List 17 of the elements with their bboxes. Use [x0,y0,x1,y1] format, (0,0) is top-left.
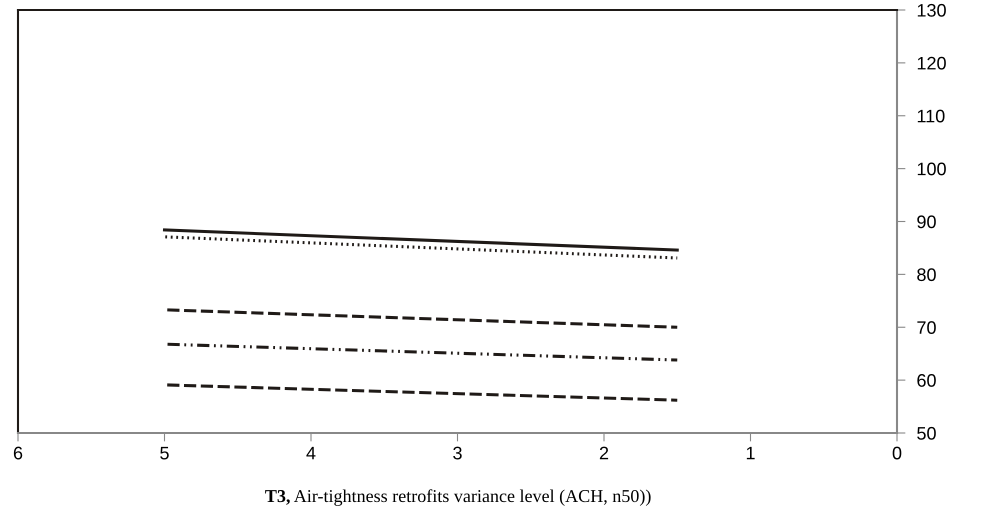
y-tick-label: 80 [917,268,936,282]
y-tick-label: 70 [917,321,936,334]
x-tick-label: 2 [600,446,608,460]
y-tick-label: 60 [917,374,936,387]
x-tick-label: 6 [14,446,22,460]
y-tick-label: 90 [917,215,936,228]
y-tick-label: 120 [918,56,946,70]
y-tick-label: 130 [918,4,946,17]
x-tick-label: 4 [306,446,316,460]
x-axis-title: T3, Air-tightness retrofits variance level (ACH, n50)) [265,489,651,506]
x-tick-label: 0 [892,446,902,460]
y-tick-label: 100 [918,162,946,176]
y-tick-label: 110 [918,110,945,122]
x-tick-label: 3 [453,446,462,460]
y-tick-label: 50 [917,426,936,440]
x-tick-label: 1 [746,446,755,460]
x-tick-label: 5 [160,446,169,460]
